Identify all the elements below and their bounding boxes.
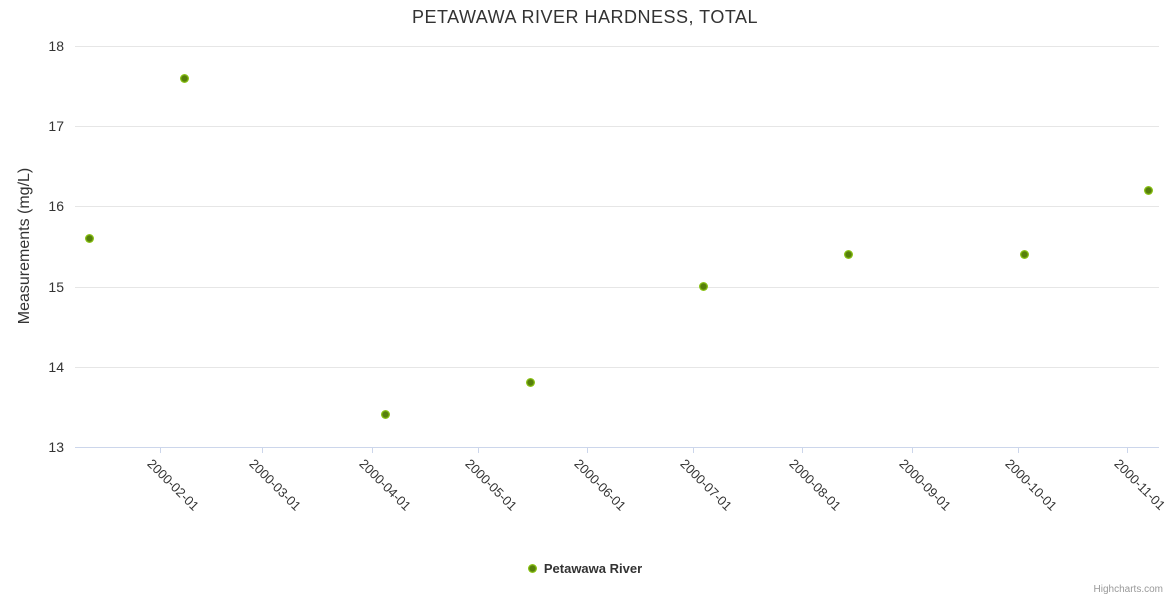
legend-item-petawawa-river[interactable]: Petawawa River — [0, 561, 1170, 576]
x-axis-tick — [586, 448, 588, 453]
y-axis-tick-label: 17 — [48, 118, 64, 135]
x-axis-tick-label: 2000-06-01 — [571, 456, 630, 514]
data-point[interactable] — [843, 250, 853, 260]
x-axis-tick — [159, 448, 161, 453]
x-axis-tick-label: 2000-11-01 — [1111, 456, 1169, 513]
chart-title: PETAWAWA RIVER HARDNESS, TOTAL — [411, 7, 759, 27]
x-axis-tick — [692, 448, 694, 453]
x-axis-tick — [911, 448, 913, 453]
y-gridline — [75, 126, 1159, 128]
y-axis-title: Measurements (mg/L) — [16, 167, 33, 325]
data-point[interactable] — [84, 233, 94, 243]
data-point[interactable] — [1143, 185, 1153, 195]
x-axis-tick-label: 2000-03-01 — [246, 456, 305, 514]
data-point[interactable] — [699, 282, 708, 292]
y-axis-tick-label: 16 — [48, 198, 64, 215]
y-axis-tick-label: 14 — [48, 358, 64, 375]
highcharts-credits-link[interactable]: Highcharts.com — [1093, 584, 1163, 595]
x-axis-tick-label: 2000-02-01 — [144, 456, 202, 514]
x-axis-tick-label: 2000-05-01 — [461, 456, 520, 514]
x-axis-tick — [371, 448, 373, 453]
data-point[interactable] — [525, 378, 535, 388]
y-gridline — [75, 366, 1159, 368]
legend-marker-icon — [527, 564, 537, 573]
x-axis-tick — [802, 448, 804, 453]
y-axis-tick-label: 13 — [48, 439, 64, 455]
x-axis-tick-label: 2000-08-01 — [786, 456, 845, 514]
y-axis-tick-label: 18 — [48, 38, 64, 54]
x-axis-tick-label: 2000-10-01 — [1002, 456, 1060, 514]
data-point[interactable] — [1020, 250, 1030, 260]
y-gridline — [75, 46, 1159, 47]
x-axis-tick-label: 2000-09-01 — [896, 456, 954, 514]
x-axis-tick-label: 2000-04-01 — [355, 456, 414, 514]
x-axis-tick — [1017, 448, 1019, 453]
x-axis-tick — [477, 448, 479, 453]
x-axis-line — [75, 447, 1159, 448]
legend-label: Petawawa River — [543, 561, 643, 576]
y-gridline — [75, 286, 1159, 288]
x-axis-tick — [262, 448, 264, 453]
x-axis-tick — [1127, 448, 1129, 453]
data-point[interactable] — [381, 410, 391, 420]
y-axis-tick-label: 15 — [48, 278, 64, 295]
y-gridline — [75, 206, 1159, 208]
x-axis-tick-label: 2000-07-01 — [677, 456, 735, 514]
data-point[interactable] — [179, 73, 189, 83]
